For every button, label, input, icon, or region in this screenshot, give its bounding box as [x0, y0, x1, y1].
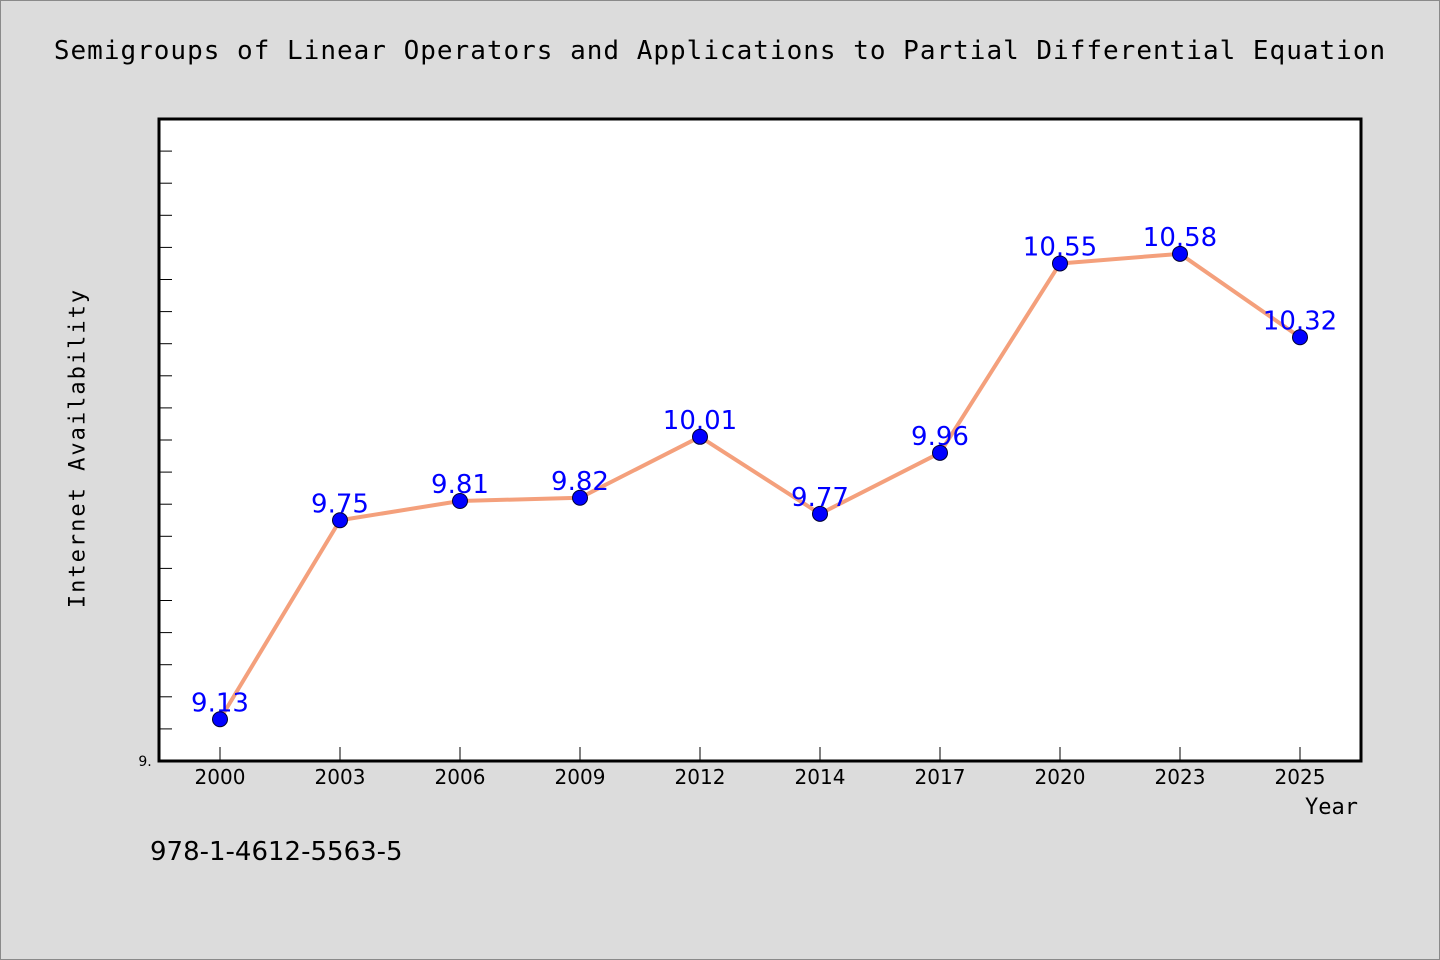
x-tick-label: 2017 [915, 765, 966, 789]
data-label: 9.81 [431, 470, 489, 500]
x-tick-label: 2023 [1155, 765, 1206, 789]
plot-area [157, 117, 1363, 763]
data-point [1172, 245, 1188, 262]
series-line [218, 251, 1302, 722]
data-point [1292, 329, 1308, 346]
footnote-isbn: 978-1-4612-5563-5 [150, 837, 403, 867]
data-point [212, 711, 228, 728]
data-label: 10.55 [1023, 232, 1097, 262]
data-label: 9.77 [791, 483, 849, 513]
data-point [332, 512, 348, 529]
data-label: 10.32 [1263, 306, 1337, 336]
data-label: 10.58 [1143, 223, 1217, 253]
x-tick-label: 2012 [675, 765, 726, 789]
y-axis-ticks [158, 150, 172, 730]
x-tick-label: 2020 [1035, 765, 1086, 789]
data-labels: 9.13 9.75 9.81 9.82 10.01 9.77 9.96 10.55 10.58 1… [191, 223, 1337, 718]
data-label: 9.75 [311, 489, 369, 519]
x-tick-label: 2025 [1275, 765, 1326, 789]
data-point [812, 505, 828, 522]
chart-title: Semigroups of Linear Operators and Appli… [53, 36, 1387, 66]
data-point [692, 428, 708, 445]
data-point [932, 444, 948, 461]
data-label: 9.96 [911, 422, 969, 452]
data-point [1052, 255, 1068, 272]
data-point [572, 489, 588, 506]
x-tick-label: 2006 [435, 765, 486, 789]
x-tick-label: 2014 [795, 765, 846, 789]
data-label: 9.13 [191, 688, 249, 718]
data-label: 9.82 [551, 467, 609, 497]
x-axis-title: Year [1305, 795, 1358, 820]
x-tick-label: 2000 [195, 765, 246, 789]
x-tick-label: 2009 [555, 765, 606, 789]
data-label: 10.01 [663, 406, 737, 436]
x-tick-label: 2003 [315, 765, 366, 789]
data-point [452, 492, 468, 509]
x-axis-ticks [219, 747, 1301, 761]
x-axis-tick-labels: 2000 2003 2006 2009 2012 2014 2017 2020 2023 2025 [195, 765, 1326, 789]
data-markers [212, 245, 1308, 728]
y-tick-label: 9. [138, 754, 151, 770]
